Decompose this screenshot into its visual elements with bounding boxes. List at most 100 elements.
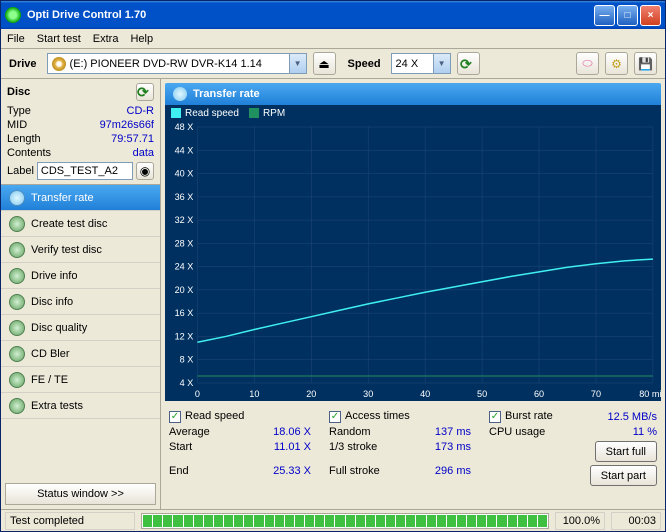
nav-item-label: Verify test disc (31, 244, 102, 256)
nav-item-label: FE / TE (31, 374, 68, 386)
eject-button[interactable]: ⏏ (313, 52, 336, 75)
nav-item-create-test-disc[interactable]: Create test disc (1, 211, 160, 237)
nav-item-disc-quality[interactable]: Disc quality (1, 315, 160, 341)
nav-item-icon (9, 294, 25, 310)
label-label: Label (7, 165, 34, 177)
panel-title: Transfer rate (193, 88, 260, 100)
maximize-button[interactable]: □ (617, 5, 638, 26)
progress-percent: 100.0% (555, 512, 605, 530)
nav-item-label: Disc info (31, 296, 73, 308)
nav-item-extra-tests[interactable]: Extra tests (1, 393, 160, 419)
speed-label: Speed (348, 58, 381, 70)
speed-value: 24 X (396, 58, 419, 70)
svg-text:30: 30 (363, 389, 373, 399)
disc-icon (52, 57, 66, 71)
burst-rate-checkbox[interactable]: ✓Burst rate (489, 410, 553, 423)
svg-text:28 X: 28 X (175, 238, 194, 248)
label-apply-button[interactable]: ◉ (136, 162, 154, 180)
legend-rpm-label: RPM (263, 108, 285, 119)
svg-text:0: 0 (195, 389, 200, 399)
refresh-icon (460, 56, 476, 72)
nav-item-icon (9, 320, 25, 336)
stats-panel: ✓Read speed ✓Access times ✓Burst rate 12.… (165, 401, 661, 495)
nav-item-drive-info[interactable]: Drive info (1, 263, 160, 289)
app-icon (5, 7, 21, 23)
random-value: 137 ms (435, 426, 471, 438)
start-full-button[interactable]: Start full (595, 441, 657, 462)
svg-text:24 X: 24 X (175, 262, 194, 272)
speed-select[interactable]: 24 X ▼ (391, 53, 451, 74)
panel-header: Transfer rate (165, 83, 661, 105)
access-times-checkbox[interactable]: ✓Access times (329, 410, 410, 423)
status-window-button[interactable]: Status window >> (5, 483, 156, 505)
nav-item-icon (9, 398, 25, 414)
nav-item-transfer-rate[interactable]: Transfer rate (1, 185, 160, 211)
svg-text:40 X: 40 X (175, 169, 194, 179)
burst-rate-value: 12.5 MB/s (607, 411, 657, 423)
legend-swatch-rpm (249, 108, 259, 118)
menu-extra[interactable]: Extra (93, 33, 119, 45)
read-speed-checkbox[interactable]: ✓Read speed (169, 410, 244, 423)
nav-item-label: Drive info (31, 270, 77, 282)
close-button[interactable]: × (640, 5, 661, 26)
drive-label: Drive (9, 58, 37, 70)
third-label: 1/3 stroke (329, 441, 377, 462)
status-text: Test completed (5, 512, 135, 530)
svg-text:80 min: 80 min (639, 389, 661, 399)
mid-value: 97m26s66f (100, 119, 154, 131)
full-value: 296 ms (435, 465, 471, 486)
erase-button[interactable]: ⬭ (576, 52, 599, 75)
minimize-button[interactable]: — (594, 5, 615, 26)
nav-list: Transfer rateCreate test disc Verify test… (1, 185, 160, 479)
svg-text:44 X: 44 X (175, 145, 194, 155)
elapsed-time: 00:03 (611, 512, 661, 530)
svg-text:10: 10 (249, 389, 259, 399)
svg-text:12 X: 12 X (175, 332, 194, 342)
chart-legend: Read speed RPM (165, 105, 661, 121)
refresh-button[interactable] (457, 52, 480, 75)
svg-text:36 X: 36 X (175, 192, 194, 202)
menu-help[interactable]: Help (130, 33, 153, 45)
end-label: End (169, 465, 189, 486)
svg-text:32 X: 32 X (175, 215, 194, 225)
disc-header: Disc (7, 86, 30, 98)
mid-label: MID (7, 119, 27, 131)
nav-item-verify-test-disc[interactable]: Verify test disc (1, 237, 160, 263)
length-label: Length (7, 133, 41, 145)
third-value: 173 ms (435, 441, 471, 462)
options-button[interactable]: ⚙ (605, 52, 628, 75)
progress-bar (141, 513, 549, 529)
start-label: Start (169, 441, 192, 462)
save-button[interactable]: 💾 (634, 52, 657, 75)
nav-item-fe-te[interactable]: FE / TE (1, 367, 160, 393)
drive-select[interactable]: (E:) PIONEER DVD-RW DVR-K14 1.14 ▼ (47, 53, 307, 74)
toolbar: Drive (E:) PIONEER DVD-RW DVR-K14 1.14 ▼… (1, 49, 665, 79)
transfer-rate-chart: 4 X8 X12 X16 X20 X24 X28 X32 X36 X40 X44… (165, 121, 661, 401)
cpu-value: 11 % (633, 426, 657, 438)
nav-item-icon (9, 216, 25, 232)
svg-text:50: 50 (477, 389, 487, 399)
type-value: CD-R (127, 105, 155, 117)
status-window-label: Status window >> (37, 488, 124, 500)
start-part-button[interactable]: Start part (590, 465, 657, 486)
legend-read-label: Read speed (185, 108, 239, 119)
svg-text:60: 60 (534, 389, 544, 399)
menu-start-test[interactable]: Start test (37, 33, 81, 45)
start-value: 11.01 X (274, 441, 311, 462)
nav-item-icon (9, 242, 25, 258)
window-title: Opti Drive Control 1.70 (27, 9, 146, 21)
nav-item-cd-bler[interactable]: CD Bler (1, 341, 160, 367)
nav-item-disc-info[interactable]: Disc info (1, 289, 160, 315)
svg-text:4 X: 4 X (180, 378, 194, 388)
type-label: Type (7, 105, 31, 117)
menubar: File Start test Extra Help (1, 29, 665, 49)
label-input[interactable] (37, 162, 133, 180)
disc-refresh-button[interactable] (136, 83, 154, 101)
average-label: Average (169, 426, 210, 438)
nav-item-icon (9, 268, 25, 284)
menu-file[interactable]: File (7, 33, 25, 45)
statusbar: Test completed 100.0% 00:03 (1, 509, 665, 531)
nav-item-icon (9, 346, 25, 362)
nav-item-label: Extra tests (31, 400, 83, 412)
nav-item-icon (9, 190, 25, 206)
